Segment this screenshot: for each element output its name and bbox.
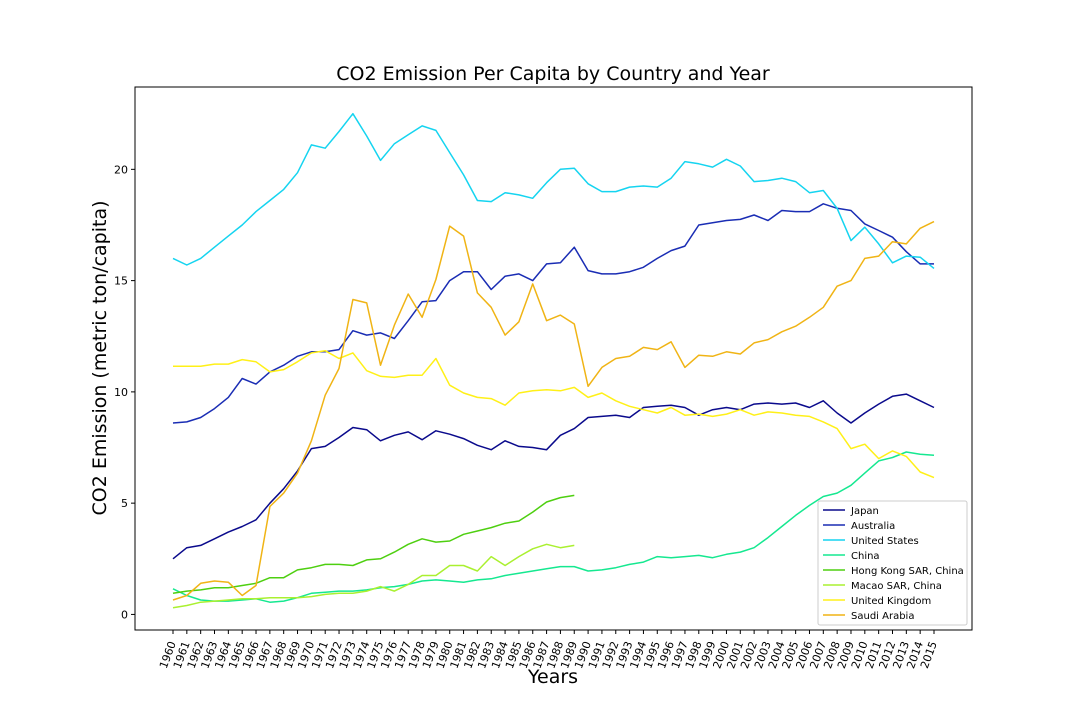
series-line-hong-kong-sar-china [172,494,575,595]
legend-label-saudi-arabia: Saudi Arabia [851,611,914,622]
legend-label-china: China [851,551,880,562]
series-line-australia [172,203,934,424]
series-line-united-kingdom [173,349,935,479]
legend-label-united-states: United States [851,536,919,547]
legend-label-australia: Australia [851,521,895,532]
series-line-united-states [172,112,935,269]
legend: Japan Australia United States China Hong Kon… [817,500,968,626]
y-tick-label: 20 [114,163,128,176]
legend-label-united-kingdom: United Kingdom [851,596,931,607]
legend-box [817,500,968,626]
y-tick-label: 0 [121,608,128,621]
x-axis-label: Years [527,666,578,688]
chart-title: CO2 Emission Per Capita by Country and Y… [336,63,770,85]
legend-label-japan: Japan [850,506,879,517]
y-tick-label: 15 [114,275,128,288]
series-line-macao-sar-china [172,543,575,609]
y-tick-label: 5 [121,497,128,510]
y-tick-label: 10 [114,386,128,399]
legend-label-macao-sar-china: Macao SAR, China [851,581,942,592]
y-axis: 0 5 10 15 20 [114,163,135,621]
x-axis: 1960196119621963196419651966196719681969… [157,630,940,670]
y-axis-label: CO2 Emission (metric ton/capita) [89,200,111,515]
series-lines [172,112,935,609]
legend-label-hong-kong-sar-china: Hong Kong SAR, China [851,566,964,577]
series-line-saudi-arabia [172,220,935,601]
